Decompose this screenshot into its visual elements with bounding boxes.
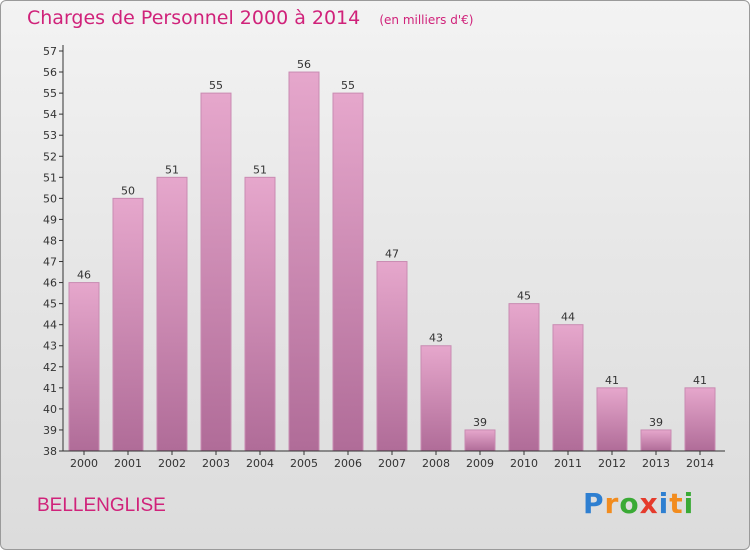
- y-tick-label: 53: [43, 129, 57, 142]
- bars-layer: [68, 71, 716, 452]
- data-label: 46: [77, 269, 91, 282]
- x-tick-label: 2008: [422, 457, 450, 470]
- x-tick-label: 2001: [114, 457, 142, 470]
- x-tick-label: 2000: [70, 457, 98, 470]
- commune-name: BELLENGLISE: [37, 495, 166, 516]
- bar-2009[interactable]: [464, 429, 496, 452]
- axis-layer: 38 39 40 41 42 43 44 45 46 47 48 49 50 51 52 53 54 55 56 57: [43, 45, 725, 458]
- y-tick-label: 42: [43, 361, 57, 374]
- y-tick-label: 51: [43, 171, 57, 184]
- x-tick-label: 2013: [642, 457, 670, 470]
- logo-letter: i: [658, 487, 670, 520]
- x-tick-label: 2009: [466, 457, 494, 470]
- y-tick-label: 48: [43, 234, 57, 247]
- y-tick-label: 39: [43, 424, 57, 437]
- data-label: 55: [209, 79, 223, 92]
- bar-2005[interactable]: [288, 71, 320, 452]
- y-tick-label: 38: [43, 445, 57, 458]
- data-label: 43: [429, 332, 443, 345]
- title-row: Charges de Personnel 2000 à 2014 (en mil…: [27, 7, 473, 29]
- bar-2008[interactable]: [420, 345, 452, 452]
- data-label: 39: [649, 416, 663, 429]
- y-tick-label: 54: [43, 108, 57, 121]
- logo-letter: x: [639, 487, 659, 520]
- y-tick-label: 45: [43, 298, 57, 311]
- y-tick-label: 49: [43, 213, 57, 226]
- logo-letter: i: [683, 487, 695, 520]
- y-tick-label: 46: [43, 277, 57, 290]
- x-tick-label: 2007: [378, 457, 406, 470]
- x-tick-label: 2004: [246, 457, 274, 470]
- x-tick-label: 2005: [290, 457, 318, 470]
- bar-2013[interactable]: [640, 429, 672, 452]
- data-label: 55: [341, 79, 355, 92]
- y-tick-label: 55: [43, 87, 57, 100]
- data-label: 41: [605, 374, 619, 387]
- x-tick-label: 2003: [202, 457, 230, 470]
- data-label: 47: [385, 248, 399, 261]
- bar-2004[interactable]: [244, 176, 276, 452]
- data-label: 45: [517, 290, 531, 303]
- data-label: 39: [473, 416, 487, 429]
- bar-2012[interactable]: [596, 387, 628, 452]
- bar-2006[interactable]: [332, 92, 364, 452]
- logo-letter: r: [604, 487, 620, 520]
- logo-letter: t: [669, 487, 684, 520]
- logo-letter: P: [583, 487, 605, 520]
- y-tick-label: 40: [43, 403, 57, 416]
- x-tick-label: 2014: [686, 457, 714, 470]
- y-tick-label: 41: [43, 382, 57, 395]
- bar-2014[interactable]: [684, 387, 716, 452]
- data-label: 44: [561, 311, 575, 324]
- proxiti-logo[interactable]: Proxiti: [583, 487, 694, 520]
- y-tick-label: 57: [43, 45, 57, 58]
- bar-2007[interactable]: [376, 261, 408, 452]
- x-tick-label: 2012: [598, 457, 626, 470]
- y-tick-label: 50: [43, 192, 57, 205]
- y-tick-label: 52: [43, 150, 57, 163]
- data-label: 51: [253, 163, 267, 176]
- data-label: 50: [121, 184, 135, 197]
- y-tick-label: 43: [43, 340, 57, 353]
- x-tick-label: 2002: [158, 457, 186, 470]
- bar-2003[interactable]: [200, 92, 232, 452]
- x-tick-label: 2006: [334, 457, 362, 470]
- bar-2010[interactable]: [508, 303, 540, 452]
- chart-title: Charges de Personnel 2000 à 2014: [27, 7, 361, 29]
- labels-layer: 2000 46 2001 50 2002 51 2003 55 2004 51 2005 56 2006…: [70, 58, 714, 470]
- logo-letter: o: [619, 487, 640, 520]
- chart-subtitle: (en milliers d'€): [379, 13, 474, 27]
- x-tick-label: 2011: [554, 457, 582, 470]
- data-label: 51: [165, 163, 179, 176]
- bar-2001[interactable]: [112, 197, 144, 452]
- x-tick-label: 2010: [510, 457, 538, 470]
- data-label: 56: [297, 58, 311, 71]
- y-tick-label: 47: [43, 256, 57, 269]
- bar-2011[interactable]: [552, 324, 584, 452]
- bar-2002[interactable]: [156, 176, 188, 452]
- bar-2000[interactable]: [68, 282, 100, 452]
- y-tick-label: 56: [43, 66, 57, 79]
- y-tick-label: 44: [43, 319, 57, 332]
- data-label: 41: [693, 374, 707, 387]
